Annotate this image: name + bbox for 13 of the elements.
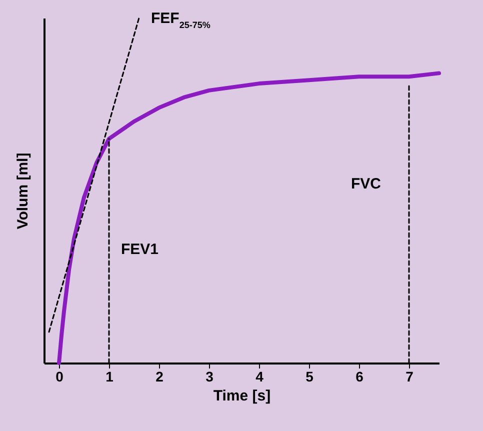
x-tick-label: 4	[256, 368, 264, 384]
x-tick-label: 6	[356, 368, 364, 384]
annotation: FEV1	[121, 241, 159, 258]
annotation: FVC	[351, 176, 382, 193]
x-tick-label: 0	[56, 368, 64, 384]
x-tick-label: 2	[156, 368, 164, 384]
y-axis-title: Volum [ml]	[14, 152, 32, 230]
x-tick-label: 3	[206, 368, 214, 384]
x-tick-label: 5	[306, 368, 314, 384]
x-tick-label: 7	[406, 368, 414, 384]
x-axis-title: Time [s]	[213, 388, 271, 404]
x-tick-label: 1	[106, 368, 114, 384]
annotation: FEF$_{25-75%}$	[151, 10, 210, 30]
